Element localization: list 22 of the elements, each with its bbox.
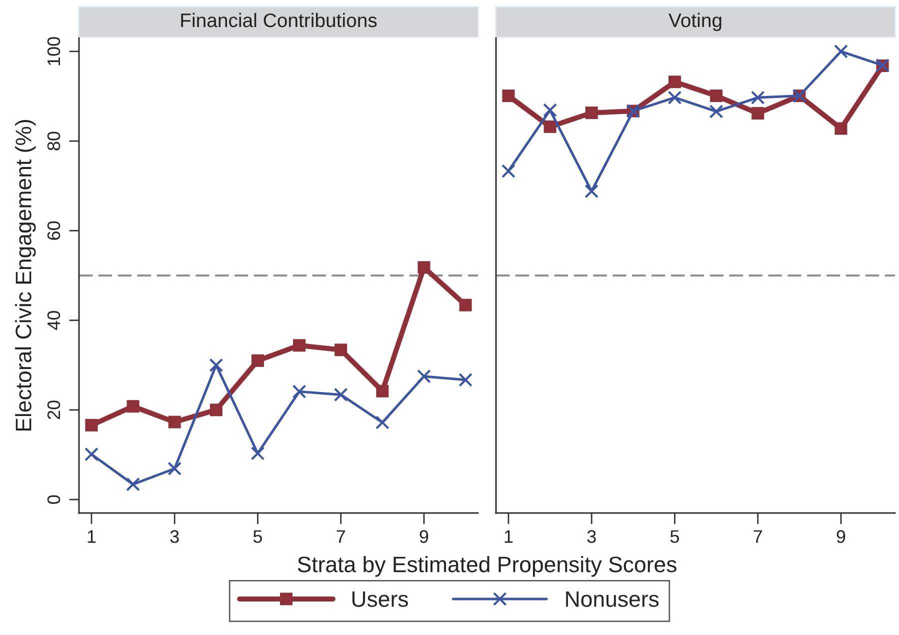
y-tick-label: 100 [47, 37, 60, 66]
x-tick-label: 9 [420, 530, 428, 543]
y-axis-title: Electoral Civic Engagement (%) [15, 120, 36, 431]
y-tick-label: 60 [47, 221, 60, 240]
y-tick-label: 80 [47, 132, 60, 150]
chart-title: Voting [668, 12, 722, 32]
x-tick-label: 3 [170, 530, 179, 543]
x-axis-title: Strata by Estimated Propensity Scores [298, 556, 676, 577]
chart-title: Financial Contributions [181, 12, 377, 28]
y-tick-label: 20 [47, 400, 60, 420]
x-tick-label: 3 [587, 530, 596, 543]
x-tick-label: 5 [670, 530, 679, 543]
y-tick-label: 0 [47, 495, 60, 504]
x-tick-label: 7 [336, 530, 345, 543]
y-tick-label: 40 [47, 310, 60, 330]
x-tick-label: 7 [754, 530, 762, 543]
legend-label: Nonusers [566, 591, 659, 607]
legend-label: Users [352, 591, 408, 607]
x-tick-label: 1 [88, 530, 96, 543]
x-tick-label: 1 [504, 530, 513, 543]
x-tick-label: 5 [253, 530, 262, 543]
x-tick-label: 9 [836, 530, 846, 543]
